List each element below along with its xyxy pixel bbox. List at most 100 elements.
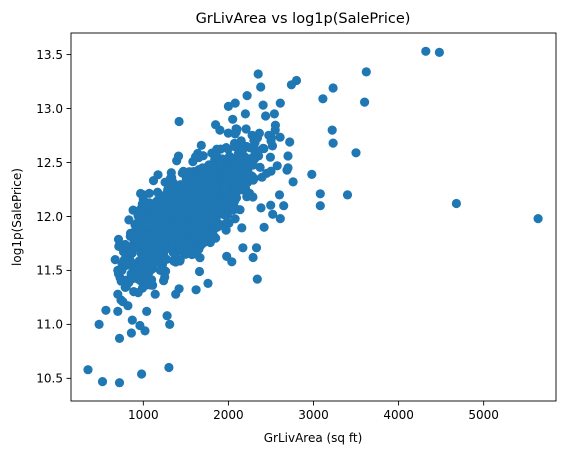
data-point	[169, 256, 179, 266]
y-tick-label: 11.5	[36, 264, 63, 278]
data-point	[351, 148, 361, 158]
data-point	[190, 233, 201, 243]
data-point	[221, 210, 231, 221]
data-point	[142, 306, 152, 316]
data-points	[83, 46, 543, 388]
data-point	[131, 263, 142, 273]
x-tick-label: 5000	[468, 408, 499, 422]
data-point	[155, 265, 165, 275]
data-point	[198, 163, 208, 173]
data-point	[224, 151, 235, 161]
data-point	[114, 333, 125, 343]
data-point	[242, 91, 252, 101]
data-point	[272, 161, 282, 171]
y-axis-title: log1p(SalePrice)	[10, 168, 24, 266]
data-point	[176, 227, 186, 237]
data-point	[175, 180, 185, 190]
data-point	[148, 176, 159, 186]
data-point	[421, 46, 431, 56]
data-point	[230, 129, 240, 139]
data-point	[238, 243, 248, 253]
data-point	[140, 271, 150, 281]
data-point	[307, 169, 317, 179]
data-point	[222, 251, 232, 261]
data-point	[121, 242, 131, 252]
data-point	[315, 201, 325, 211]
y-tick-label: 10.5	[36, 372, 63, 386]
data-point	[189, 213, 199, 223]
data-point	[361, 67, 371, 77]
data-point	[134, 212, 144, 223]
data-point	[195, 221, 205, 232]
data-point	[235, 205, 245, 215]
data-point	[275, 214, 285, 224]
data-point	[327, 125, 337, 135]
data-point	[161, 205, 172, 215]
data-point	[126, 328, 136, 338]
data-point	[256, 82, 266, 92]
data-point	[171, 289, 181, 299]
data-point	[159, 217, 169, 227]
data-point	[114, 241, 124, 251]
data-point	[270, 125, 280, 135]
data-point	[251, 243, 262, 253]
data-point	[205, 186, 215, 196]
y-axis: 10.5 11.0 11.5 12.0 12.5 13.0 13.5	[36, 48, 71, 386]
data-point	[269, 109, 279, 119]
data-point	[187, 204, 197, 214]
data-point	[194, 266, 205, 277]
data-point	[138, 190, 148, 200]
data-point	[136, 246, 146, 256]
data-point	[150, 289, 160, 299]
data-point	[113, 289, 123, 299]
data-point	[230, 191, 240, 201]
data-point	[146, 280, 156, 290]
data-point	[266, 200, 276, 210]
data-point	[275, 98, 285, 108]
data-point	[342, 190, 353, 200]
data-point	[205, 197, 215, 207]
data-point	[283, 163, 293, 173]
data-point	[118, 297, 128, 307]
x-tick-label: 2000	[213, 408, 244, 422]
data-point	[259, 222, 269, 232]
data-point	[235, 152, 245, 162]
data-point	[328, 83, 338, 93]
data-point	[262, 168, 272, 178]
data-point	[315, 189, 325, 199]
data-point	[191, 152, 201, 162]
data-point	[124, 215, 134, 225]
data-point	[248, 192, 258, 202]
data-point	[261, 111, 271, 121]
data-point	[137, 369, 147, 379]
data-point	[268, 209, 278, 219]
data-point	[162, 311, 172, 321]
data-point	[236, 136, 246, 146]
data-point	[241, 124, 251, 134]
data-point	[216, 159, 226, 169]
data-point	[128, 205, 138, 215]
data-point	[283, 151, 293, 161]
data-point	[258, 143, 268, 153]
data-point	[237, 223, 247, 233]
data-point	[233, 175, 243, 185]
data-point	[113, 234, 124, 244]
data-point	[223, 101, 233, 111]
data-point	[212, 144, 222, 154]
data-point	[248, 252, 258, 263]
data-point	[113, 306, 123, 316]
y-tick-label: 13.0	[36, 102, 63, 116]
data-point	[155, 239, 165, 249]
data-point	[229, 162, 240, 172]
data-point	[533, 214, 543, 224]
data-point	[114, 378, 125, 388]
data-point	[279, 201, 289, 211]
data-point	[135, 320, 145, 331]
data-point	[288, 177, 298, 187]
x-tick-label: 1000	[128, 408, 159, 422]
data-point	[143, 230, 153, 241]
data-point	[164, 362, 174, 373]
data-point	[94, 319, 104, 329]
data-point	[274, 190, 285, 200]
